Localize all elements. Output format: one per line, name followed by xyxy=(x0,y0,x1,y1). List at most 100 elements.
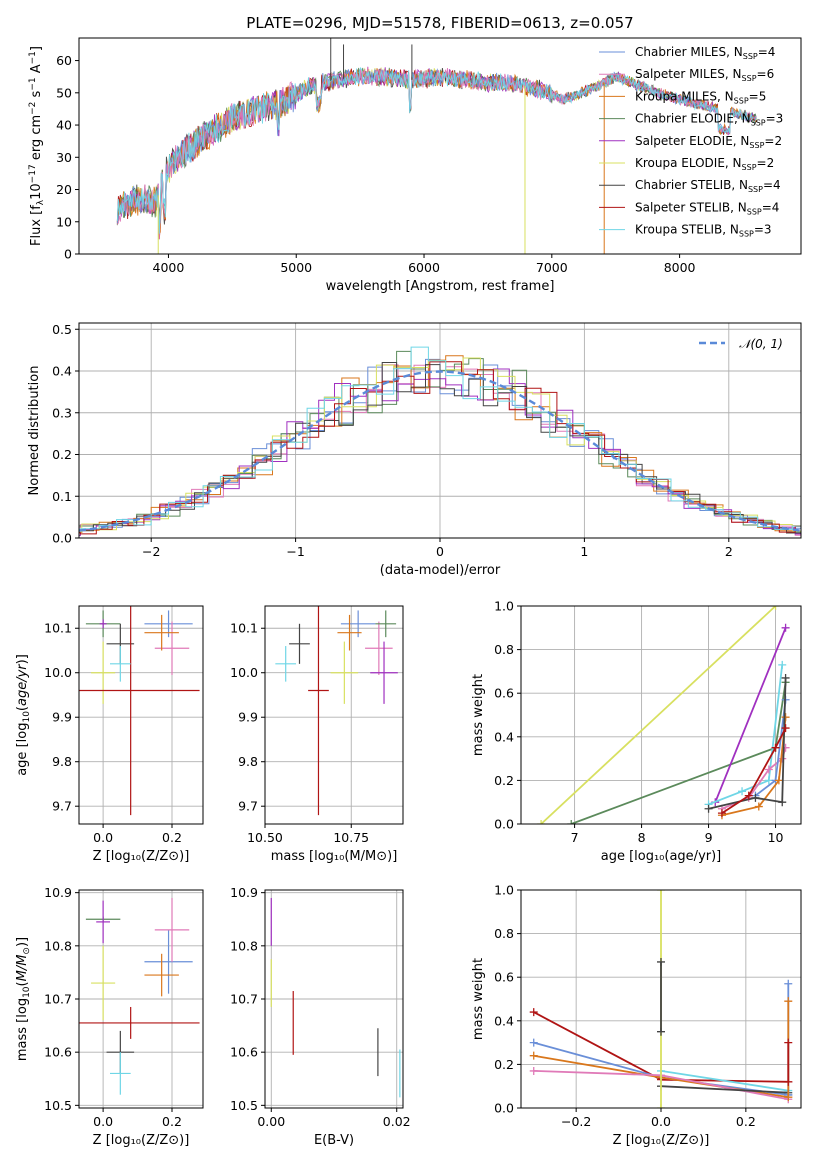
series-marker xyxy=(778,798,787,807)
label-part: Salpeter STELIB, N xyxy=(635,200,747,214)
y-axis-label: Normed distribution xyxy=(27,366,42,496)
y-tick-label: 9.8 xyxy=(52,754,72,769)
series-line xyxy=(714,627,787,803)
axes-spectrum: 4000 5000 6000 7000 8000 0 10 20 30 40 50 60 wavelen… xyxy=(28,37,802,294)
x-tick-label: −0.2 xyxy=(561,1114,591,1129)
series-marker xyxy=(717,809,726,818)
y-tick-label: 0.0 xyxy=(494,1101,514,1116)
histogram-salpeter-elodie xyxy=(79,368,801,536)
x-tick-label: 0.02 xyxy=(383,1114,411,1129)
series-line xyxy=(660,1070,789,1092)
label-part: Kroupa MILES, N xyxy=(635,89,734,103)
series-marker xyxy=(529,1066,538,1075)
spectrum-line-salpeter-miles xyxy=(116,66,757,240)
series-marker xyxy=(781,673,790,682)
label-part: =4 xyxy=(763,178,781,192)
x-tick-label: 7000 xyxy=(536,260,568,275)
legend-label: Chabrier MILES, NSSP=4 xyxy=(635,45,775,61)
errorbar-salpeter-stelib xyxy=(79,606,200,816)
series-line xyxy=(660,1085,789,1094)
series-salpeter-elodie xyxy=(711,623,790,807)
label-part: Normed distribution xyxy=(27,366,42,496)
axes-Z_age: 0.0 0.2 9.7 9.8 9.9 10.0 10.1 Z [log₁₀(Z/Z⊙)] ag… xyxy=(15,605,204,864)
y-axis-label: mass [log10(M/M⊙)] xyxy=(15,937,32,1061)
series-salpeter-stelib xyxy=(784,1038,793,1086)
label-part: Salpeter ELODIE, N xyxy=(635,134,749,148)
plot-area xyxy=(521,606,801,824)
errorbar-salpeter-miles xyxy=(154,621,190,675)
label-part: =4 xyxy=(762,200,780,214)
histogram-salpeter-miles xyxy=(79,364,801,536)
errorbar-kroupa-miles xyxy=(144,953,179,997)
spectrum-line-kroupa-stelib xyxy=(116,66,757,234)
y-tick-label: 0.2 xyxy=(494,773,514,788)
series-marker xyxy=(781,623,790,632)
x-tick-label: 10 xyxy=(768,830,784,845)
x-tick-label: 0.0 xyxy=(93,830,113,845)
y-tick-label: 10.5 xyxy=(44,1098,72,1113)
series-marker xyxy=(657,957,665,966)
series-marker xyxy=(529,1008,538,1017)
figure-title: PLATE=0296, MJD=51578, FIBERID=0613, z=0… xyxy=(246,14,633,32)
x-axis-label: Z [log₁₀(Z/Z⊙)] xyxy=(613,1133,710,1148)
x-tick-label: 0.0 xyxy=(93,1114,113,1129)
y-axis-label: age [log10(age/yr)] xyxy=(15,654,32,776)
normal-curve xyxy=(79,370,801,532)
label-part: −2 xyxy=(28,102,38,115)
x-tick-label: 10.50 xyxy=(247,830,283,845)
y-tick-label: 0.4 xyxy=(494,1013,514,1028)
label-part: =2 xyxy=(764,134,782,148)
legend-label: Salpeter STELIB, NSSP=4 xyxy=(635,200,779,216)
axes-frame xyxy=(520,889,802,1109)
y-tick-label: 10.8 xyxy=(44,938,72,953)
label-part: ( xyxy=(15,706,30,711)
x-tick-label: 10.75 xyxy=(333,830,369,845)
y-axis-label: Flux [fλ10−17 erg cm−2 s−1 A−1] xyxy=(28,46,46,246)
errorbar-kroupa-miles xyxy=(144,614,179,651)
label-part: ] xyxy=(29,46,44,51)
x-tick-label: −1 xyxy=(286,544,304,559)
series-marker xyxy=(771,606,780,610)
x-tick-label: 5000 xyxy=(280,260,312,275)
axes-frame xyxy=(264,889,404,1109)
label-part: SSP xyxy=(748,185,763,194)
y-tick-label: 40 xyxy=(56,118,72,133)
series-marker xyxy=(751,793,760,802)
label-part: SSP xyxy=(751,119,766,128)
label-part: =5 xyxy=(749,89,767,103)
series-marker xyxy=(704,804,713,813)
series-marker xyxy=(754,802,763,811)
y-axis-label: mass weight xyxy=(471,674,486,756)
series-marker xyxy=(744,791,753,800)
series-line xyxy=(570,682,787,824)
label-part: Chabrier STELIB, N xyxy=(635,178,748,192)
series-marker xyxy=(784,1093,793,1102)
x-tick-label: 9 xyxy=(705,830,713,845)
label-part: Salpeter MILES, N xyxy=(635,67,742,81)
label-part: =2 xyxy=(757,156,775,170)
axes-Z_weight: −0.2 0.0 0.2 0.0 0.2 0.4 0.6 0.8 1.0 Z [log₁₀(Z/Z… xyxy=(471,883,802,1148)
legend-label: Kroupa ELODIE, NSSP=2 xyxy=(635,156,774,172)
label-part: SSP xyxy=(734,96,749,105)
series-line xyxy=(721,717,787,817)
legend-label: Kroupa MILES, NSSP=5 xyxy=(635,89,766,105)
label-part: Chabrier MILES, N xyxy=(635,45,743,59)
series-marker xyxy=(784,1077,793,1086)
y-tick-label: 10.9 xyxy=(44,885,72,900)
axes-mass_age: 10.50 10.75 9.7 9.8 9.9 10.0 10.1 mass [log₁₀(M… xyxy=(230,605,404,864)
label-part: )] xyxy=(15,937,30,947)
axes-frame xyxy=(78,37,802,255)
x-axis-label: Z [log₁₀(Z/Z⊙)] xyxy=(93,849,190,864)
y-tick-label: 9.9 xyxy=(238,710,258,725)
series-marker xyxy=(657,1027,665,1036)
label-part: A xyxy=(29,64,44,77)
errorbar-salpeter-stelib xyxy=(79,1006,200,1039)
series-marker xyxy=(784,1038,793,1047)
x-axis-label: (data-model)/error xyxy=(380,563,501,578)
histogram-chabrier-stelib xyxy=(79,362,801,536)
plot-area xyxy=(116,38,757,254)
x-tick-label: 0 xyxy=(436,544,444,559)
axes-ebv_mass: 0.00 0.02 10.5 10.6 10.7 10.8 10.9 E(B-V) xyxy=(230,885,410,1148)
label-part: λ xyxy=(36,199,46,205)
label-part: Kroupa ELODIE, N xyxy=(635,156,742,170)
